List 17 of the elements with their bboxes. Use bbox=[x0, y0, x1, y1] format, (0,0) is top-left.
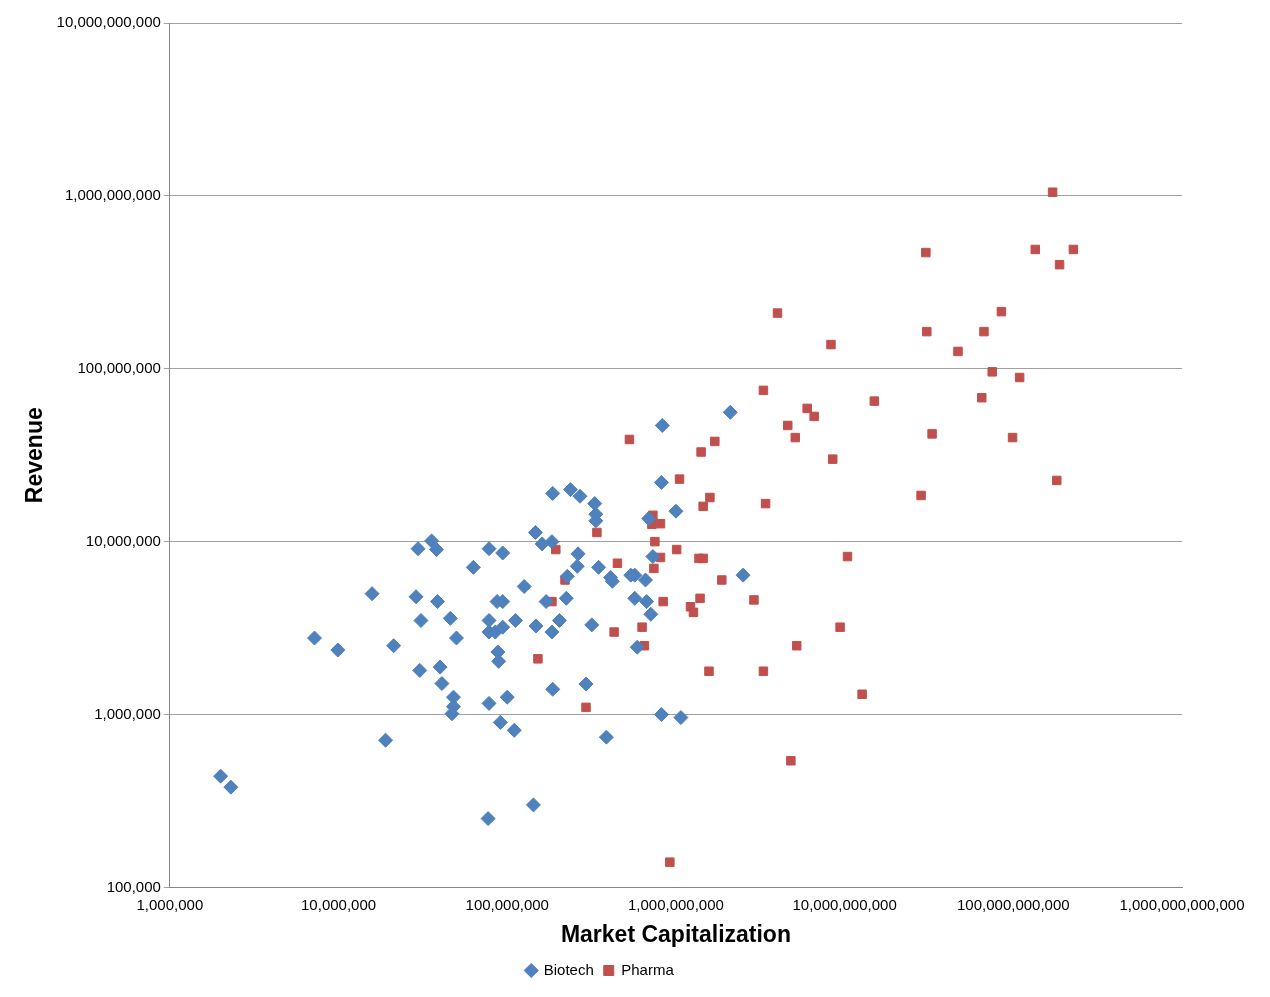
x-axis-title: Market Capitalization bbox=[560, 920, 791, 947]
x-tick-label: 100,000,000 bbox=[465, 895, 549, 913]
x-tick-label: 100,000,000,000 bbox=[957, 895, 1070, 913]
y-tick-label: 10,000,000,000 bbox=[56, 13, 161, 31]
x-tick-label: 10,000,000 bbox=[301, 895, 377, 913]
y-tick-label: 100,000,000 bbox=[77, 358, 161, 376]
y-tick-label: 1,000,000 bbox=[94, 704, 161, 722]
y-tick-label: 1,000,000,000 bbox=[64, 186, 161, 204]
legend-label: Biotech bbox=[543, 960, 594, 978]
x-tick-label: 1,000,000 bbox=[136, 895, 204, 913]
y-axis-title: Revenue bbox=[21, 407, 48, 504]
x-tick-label: 1,000,000,000,000 bbox=[1119, 895, 1245, 913]
x-tick-label: 1,000,000,000 bbox=[627, 895, 724, 913]
x-tick-label: 10,000,000,000 bbox=[792, 895, 897, 913]
y-tick-label: 100,000 bbox=[106, 877, 161, 895]
legend-label: Pharma bbox=[621, 960, 675, 978]
y-tick-label: 10,000,000 bbox=[85, 531, 161, 549]
